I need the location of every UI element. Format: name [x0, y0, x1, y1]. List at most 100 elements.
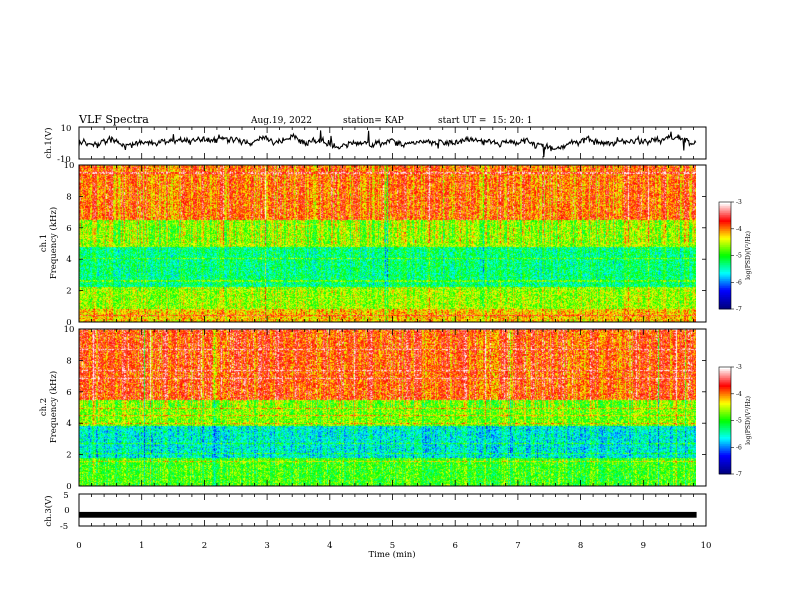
colorbar-segment [719, 214, 731, 217]
ch1-spectrogram-ylabel-2: Frequency (kHz) [48, 207, 59, 279]
time-tick-label: 9 [641, 541, 646, 551]
colorbar-segment [719, 241, 731, 244]
colorbar-segment [719, 212, 731, 215]
colorbar-segment [719, 384, 731, 388]
colorbar-segment [719, 379, 731, 382]
start-time: 15: 20: 1 [492, 116, 532, 126]
freq-tick-label: 0 [66, 318, 71, 328]
colorbar-segment [719, 253, 731, 256]
colorbar-segment [719, 260, 731, 264]
colorbar-segment [719, 375, 731, 379]
colorbar-segment [719, 235, 731, 239]
colorbar-segment [719, 381, 731, 384]
colorbar-segment [719, 450, 731, 453]
colorbar-segment [719, 374, 731, 377]
ch3-waveform-ylabel: ch.3(V) [43, 495, 54, 526]
colorbar-segment [719, 287, 731, 290]
colorbar-segment [719, 367, 731, 370]
colorbar-segment [719, 219, 731, 223]
colorbar-segment [719, 432, 731, 436]
time-tick-label: 2 [202, 541, 207, 551]
colorbar-segment [719, 209, 731, 212]
ch1-ytick-bottom: -10 [57, 155, 71, 165]
colorbar-segment [719, 463, 731, 466]
freq-tick-label: 0 [66, 482, 71, 492]
colorbar-segment [719, 282, 731, 285]
colorbar-segment [719, 416, 731, 420]
colorbar-segment [719, 434, 731, 437]
start-label: start UT = [438, 116, 486, 126]
colorbar-segment [719, 202, 731, 205]
colorbar-segment [719, 234, 731, 237]
colorbar-segment [719, 411, 731, 414]
colorbar-segment [719, 456, 731, 459]
ch2-spectrogram-yticks: 0 2 4 6 8 10 [64, 325, 706, 492]
colorbar-segment [719, 239, 731, 242]
colorbar-segment [719, 276, 731, 280]
colorbar-segment [719, 218, 731, 221]
colorbar-segment [719, 397, 731, 400]
colorbar-segment [719, 280, 731, 283]
ch3-waveform-ticks [78, 494, 707, 526]
colorbar-segment [719, 465, 731, 468]
ch3-ytick-bottom: -5 [60, 522, 68, 532]
colorbar-tick-label: -6 [736, 279, 742, 286]
colorbar-segment [719, 264, 731, 267]
colorbar-segment [719, 301, 731, 305]
ch1-spectrogram-yticks: 0 2 4 6 8 10 [64, 161, 706, 328]
colorbar-segment [719, 431, 731, 434]
colorbar-segment [719, 370, 731, 373]
colorbar-segment [719, 457, 731, 461]
colorbar-tick-label: -4 [736, 226, 742, 233]
station-label: station= KAP [343, 116, 404, 126]
colorbar-segment [719, 291, 731, 294]
freq-tick-label: 6 [66, 388, 71, 398]
colorbar-segment [719, 383, 731, 386]
ch1-waveform-panel: 10 -10 ch.1(V) [43, 124, 707, 165]
time-tick-label: 4 [327, 541, 332, 551]
ch3-waveform-trace [79, 511, 697, 518]
colorbar-segment [719, 262, 731, 265]
colorbar-segment [719, 205, 731, 208]
ch3-ytick-top: 5 [63, 491, 68, 501]
colorbar-segment [719, 303, 731, 306]
freq-tick-label: 4 [66, 419, 71, 429]
colorbar-segment [719, 418, 731, 421]
colorbar-segment [719, 468, 731, 471]
ch3-ytick-mid: 0 [64, 506, 69, 516]
colorbar-segment [719, 420, 731, 423]
time-axis-ticklabels: 0 1 2 3 4 5 6 7 8 9 10 [76, 541, 711, 551]
colorbar-segment [719, 429, 731, 432]
colorbar-tick-label: -7 [736, 306, 742, 313]
colorbar-segment [719, 251, 731, 255]
ch1-spectrogram-ylabel-1: ch.1 [39, 234, 49, 252]
colorbar-segment [719, 388, 731, 391]
colorbar-segment [719, 307, 731, 310]
colorbar-label: log(PSD)(V²/Hz) [745, 396, 752, 445]
colorbar-segment [719, 269, 731, 272]
colorbar-segment [719, 409, 731, 412]
time-tick-label: 5 [390, 541, 395, 551]
colorbar-segment [719, 443, 731, 446]
colorbar-segment [719, 257, 731, 260]
freq-tick-label: 10 [64, 161, 75, 171]
colorbar-segment [719, 422, 731, 425]
ch2-spectrogram-ylabel-1: ch.2 [39, 398, 49, 416]
colorbar-segment [719, 424, 731, 427]
colorbar-segment [719, 225, 731, 228]
time-axis-label: Time (min) [368, 549, 415, 560]
colorbar-segment [719, 408, 731, 411]
colorbar-tick-label: -6 [736, 444, 742, 451]
colorbar-segment [719, 466, 731, 470]
colorbar-segment [719, 244, 731, 247]
colorbar-segment [719, 436, 731, 439]
colorbar-segment [719, 221, 731, 224]
colorbar-segment [719, 368, 731, 371]
colorbar-segment [719, 404, 731, 407]
colorbar-segment [719, 228, 731, 231]
time-tick-label: 8 [578, 541, 583, 551]
colorbar-tick-label: -5 [736, 418, 742, 425]
colorbar-segment [719, 296, 731, 299]
colorbar-segment [719, 266, 731, 269]
colorbar-segment [719, 250, 731, 253]
